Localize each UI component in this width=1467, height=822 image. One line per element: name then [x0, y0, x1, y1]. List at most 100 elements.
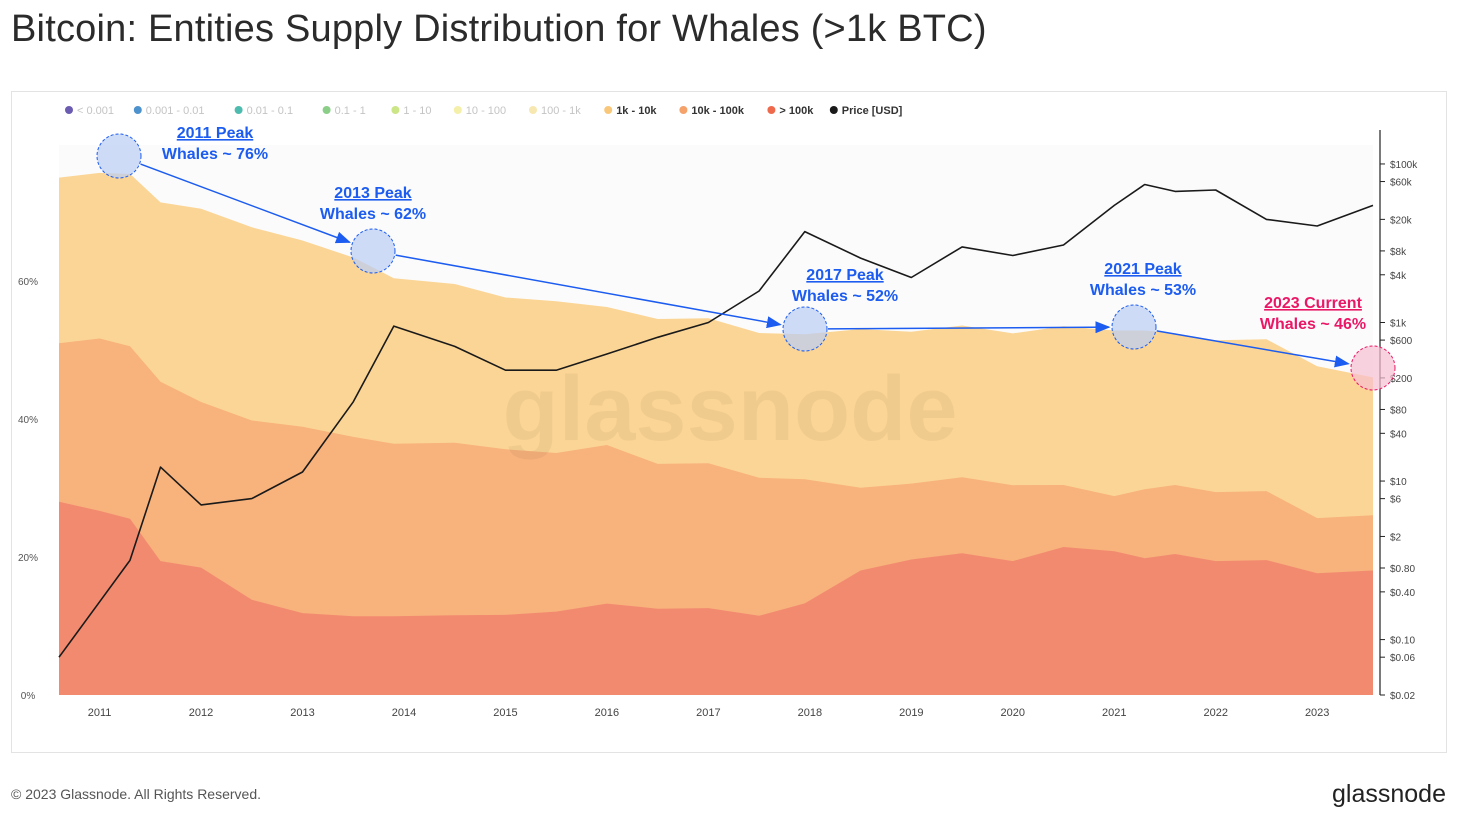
- legend-label: 1k - 10k: [616, 105, 657, 117]
- annotation-value: Whales ~ 62%: [320, 206, 426, 223]
- x-tick-label: 2012: [189, 707, 213, 719]
- annotation-value: Whales ~ 53%: [1090, 282, 1196, 299]
- y-left-tick-label: 40%: [18, 415, 38, 426]
- annotation-title: 2017 Peak: [806, 267, 884, 284]
- legend-label: 1 - 10: [403, 105, 431, 117]
- legend-item: 100 - 1k: [529, 105, 581, 117]
- legend-label: 0.001 - 0.01: [146, 105, 205, 117]
- legend-item: 10k - 100k: [679, 105, 745, 117]
- x-tick-label: 2023: [1305, 707, 1329, 719]
- x-tick-label: 2011: [88, 707, 112, 719]
- legend-swatch: [679, 106, 688, 114]
- legend-label: 10k - 100k: [691, 105, 744, 117]
- legend-item: 0.1 - 1: [322, 105, 366, 117]
- legend-label: 0.1 - 1: [335, 105, 366, 117]
- axes: 2011 2012 2013 2014 2015 2016 2017 2018 2019 2020…: [18, 130, 1418, 719]
- y-right-tick-label: $0.06: [1390, 653, 1415, 664]
- legend-item: 10 - 100: [453, 105, 506, 117]
- watermark: glassnode: [502, 358, 957, 460]
- page-title: Bitcoin: Entities Supply Distribution fo…: [11, 8, 987, 50]
- y-right-tick-label: $600: [1390, 336, 1413, 347]
- annotation-value: Whales ~ 52%: [792, 288, 898, 305]
- copyright-text: © 2023 Glassnode. All Rights Reserved.: [11, 786, 262, 802]
- legend-item: 1 - 10: [391, 105, 432, 117]
- annotation-circle: [350, 228, 396, 274]
- annotation-circle: [96, 133, 142, 179]
- y-right-tick-label: $2: [1390, 532, 1402, 543]
- annotation-title: 2011 Peak: [177, 125, 254, 142]
- legend-item: 0.001 - 0.01: [133, 105, 205, 117]
- area--100k: [59, 501, 1373, 695]
- annotation-circle: [1111, 304, 1157, 350]
- legend-item: Price [USD]: [829, 105, 903, 117]
- legend-item: < 0.001: [65, 105, 114, 117]
- x-tick-label: 2015: [493, 707, 517, 719]
- x-tick-label: 2013: [290, 707, 314, 719]
- y-right-tick-label: $0.10: [1390, 636, 1415, 647]
- legend-label: Price [USD]: [842, 105, 903, 117]
- x-tick-label: 2018: [798, 707, 822, 719]
- x-tick-label: 2021: [1102, 707, 1126, 719]
- legend-swatch: [133, 106, 142, 114]
- x-tick-label: 2020: [1001, 707, 1025, 719]
- y-right-tick-label: $8k: [1390, 247, 1407, 258]
- annotation-value: Whales ~ 46%: [1260, 316, 1366, 333]
- x-tick-label: 2019: [899, 707, 923, 719]
- y-left-tick-label: 60%: [18, 277, 38, 288]
- x-tick-label: 2017: [696, 707, 720, 719]
- annotation-arrow: [395, 254, 782, 329]
- y-right-tick-label: $80: [1390, 405, 1407, 416]
- legend-swatch: [767, 106, 776, 114]
- annotation-arrow: [827, 321, 1111, 334]
- legend-swatch: [529, 106, 537, 114]
- x-tick-label: 2016: [595, 707, 619, 719]
- annotation-title: 2023 Current: [1264, 295, 1362, 312]
- y-right-tick-label: $60k: [1390, 178, 1413, 189]
- y-right-tick-label: $6: [1390, 495, 1402, 506]
- annotation-circle: [1350, 345, 1396, 391]
- legend-swatch: [829, 106, 838, 114]
- y-right-tick-label: $1k: [1390, 319, 1407, 330]
- x-tick-label: 2022: [1203, 707, 1227, 719]
- price-line: [58, 183, 1374, 658]
- legend-swatch: [604, 106, 613, 114]
- y-right-tick-label: $40: [1390, 429, 1407, 440]
- annotation-arrow: [1156, 330, 1350, 368]
- chart-frame: [11, 91, 1447, 753]
- annotation-title: 2021 Peak: [1104, 261, 1182, 278]
- annotations: 2011 Peak Whales ~ 76% 2013 Peak Whales ~ 6…: [96, 125, 1396, 391]
- legend-swatch: [322, 106, 331, 114]
- legend-swatch: [234, 106, 243, 114]
- x-tick-label: 2014: [392, 707, 416, 719]
- legend-label: 10 - 100: [466, 105, 506, 117]
- y-right-tick-label: $0.40: [1390, 588, 1415, 599]
- annotation-title: 2013 Peak: [334, 185, 412, 202]
- y-right-tick-label: $4k: [1390, 271, 1407, 282]
- y-right-tick-label: $100k: [1390, 160, 1418, 171]
- legend-item: > 100k: [767, 105, 814, 117]
- annotation-value: Whales ~ 76%: [162, 146, 268, 163]
- y-left-tick-label: 20%: [18, 553, 38, 564]
- legend-swatch: [391, 106, 400, 114]
- legend-label: 100 - 1k: [541, 105, 581, 117]
- y-right-tick-label: $10: [1390, 477, 1407, 488]
- legend-label: < 0.001: [77, 105, 114, 117]
- legend-item: 1k - 10k: [604, 105, 657, 117]
- legend-swatch: [65, 106, 73, 114]
- legend-label: > 100k: [779, 105, 814, 117]
- price-series: [58, 183, 1374, 658]
- y-right-tick-label: $0.02: [1390, 691, 1415, 702]
- legend-swatch: [453, 106, 462, 114]
- legend-label: 0.01 - 0.1: [247, 105, 293, 117]
- y-right-tick-label: $200: [1390, 374, 1413, 385]
- legend-item: 0.01 - 0.1: [234, 105, 293, 117]
- annotation-circle: [782, 306, 828, 352]
- y-right-tick-label: $20k: [1390, 215, 1413, 226]
- legend: < 0.001 0.001 - 0.01 0.01 - 0.1 0.1 - 1 1 - …: [65, 105, 903, 117]
- brand-logo: glassnode: [1332, 780, 1446, 808]
- annotation-arrow: [140, 163, 351, 244]
- area-series: [59, 145, 1373, 695]
- y-right-tick-label: $0.80: [1390, 564, 1415, 575]
- y-left-tick-label: 0%: [21, 691, 36, 702]
